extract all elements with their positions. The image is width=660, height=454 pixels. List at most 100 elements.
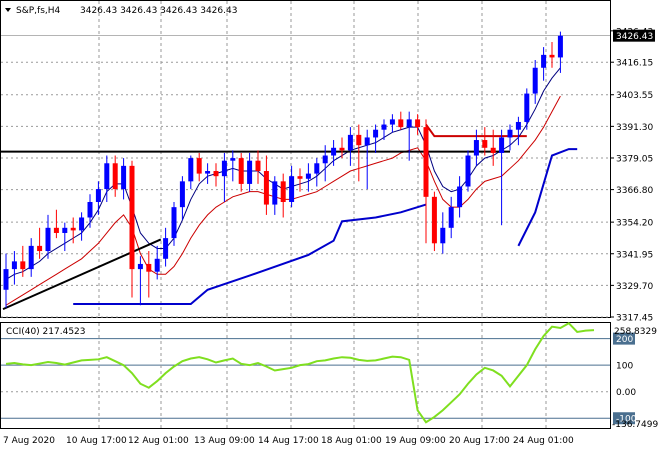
trailing-stop-lines — [73, 123, 578, 305]
candle — [448, 196, 454, 239]
candle-body — [154, 258, 160, 272]
cci-min-label: -136.7499 — [612, 420, 658, 430]
candle-body — [280, 181, 286, 202]
candle — [20, 245, 26, 277]
candle-body — [465, 155, 471, 187]
candle-body — [196, 158, 202, 174]
candle-body — [297, 176, 303, 179]
candle-body — [381, 124, 387, 130]
candle — [79, 212, 85, 241]
candle — [406, 111, 412, 161]
candle — [53, 209, 59, 239]
candle-body — [205, 171, 211, 174]
current-price-box — [613, 29, 655, 42]
candle — [322, 145, 328, 182]
candle-body — [221, 160, 227, 177]
dropdown-triangle-icon[interactable] — [5, 8, 11, 12]
trailing-stop-upper-line — [425, 123, 527, 138]
price-tick-label: 3379.05 — [616, 154, 653, 164]
candle — [213, 163, 219, 187]
price-tick-label: 3341.95 — [616, 250, 653, 260]
candle — [490, 129, 496, 166]
candle — [179, 176, 185, 221]
candle-body — [112, 163, 118, 190]
symbol-label: S&P,fs,H4 — [16, 6, 61, 16]
candle-body — [364, 137, 370, 146]
candle — [45, 214, 51, 259]
candle — [255, 150, 261, 184]
candle-body — [247, 160, 253, 184]
candle-body — [482, 140, 488, 148]
candle-body — [532, 67, 538, 94]
candle-body — [289, 176, 295, 202]
cci-tick-label: -100 — [616, 415, 637, 425]
candle — [381, 119, 387, 141]
candle-body — [28, 245, 34, 270]
time-tick-label: 13 Aug 09:00 — [194, 436, 255, 446]
candle — [524, 88, 530, 130]
candle — [112, 155, 118, 197]
candle-body — [121, 165, 127, 190]
candle-body — [490, 147, 496, 153]
candle-body — [431, 196, 437, 244]
candle-body — [238, 158, 244, 184]
candle — [482, 127, 488, 156]
candle — [499, 129, 505, 226]
candle-body — [499, 137, 505, 153]
candle-body — [104, 163, 110, 190]
candle-body — [146, 263, 152, 272]
candle — [154, 245, 160, 280]
candle — [171, 201, 177, 246]
time-tick-label: 14 Aug 17:00 — [258, 436, 319, 446]
candle — [507, 124, 513, 151]
time-tick-label: 10 Aug 17:00 — [66, 436, 127, 446]
ohlc-readout: 3426.43 3426.43 3426.43 3426.43 — [80, 6, 237, 16]
candle-body — [398, 119, 404, 128]
candle-body — [137, 263, 143, 270]
current-price-label: 3426.43 — [616, 32, 653, 42]
candle-body — [448, 207, 454, 228]
cci-axis-labels: 200 100 0.00 -100 — [613, 332, 637, 425]
candle-body — [171, 207, 177, 239]
time-tick-label: 20 Aug 17:00 — [449, 436, 510, 446]
candlestick-series — [3, 31, 563, 308]
candle — [532, 60, 538, 104]
candle — [272, 176, 278, 215]
candle-body — [230, 158, 236, 161]
candle — [37, 227, 43, 259]
candle — [431, 191, 437, 252]
candle — [331, 140, 337, 166]
candle — [230, 150, 236, 182]
candle — [280, 173, 286, 218]
candle-body — [45, 227, 51, 252]
candle-body — [557, 35, 563, 58]
candle-body — [549, 54, 555, 58]
candle — [339, 137, 345, 159]
candle-body — [3, 269, 9, 290]
cci-series — [5, 321, 595, 424]
candle-body — [95, 189, 101, 202]
candle — [465, 150, 471, 192]
trailing-stop-lower-line — [73, 203, 427, 305]
candle-body — [541, 54, 547, 68]
price-tick-label: 3391.30 — [616, 123, 653, 133]
candle-body — [11, 261, 17, 270]
candle — [423, 119, 429, 244]
candle-body — [457, 186, 463, 208]
candle — [398, 111, 404, 130]
candle — [415, 114, 421, 135]
candle — [62, 222, 68, 252]
time-tick-label: 18 Aug 01:00 — [321, 436, 382, 446]
candle — [104, 155, 110, 202]
candle — [121, 158, 127, 200]
candle-body — [440, 227, 446, 244]
price-tick-label: 3403.55 — [616, 91, 653, 101]
candle-body — [272, 181, 278, 205]
candle-body — [163, 238, 169, 259]
candle — [146, 251, 152, 298]
candle — [95, 181, 101, 215]
candle — [297, 168, 303, 192]
